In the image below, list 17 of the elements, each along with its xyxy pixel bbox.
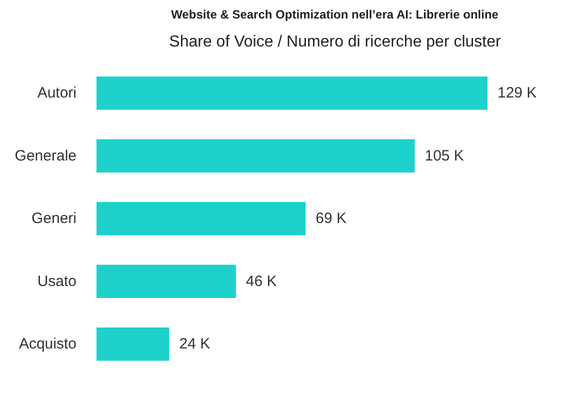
bar <box>96 328 170 361</box>
bar <box>96 264 236 298</box>
y-tick-label: Generale <box>14 147 77 164</box>
bar <box>96 202 306 236</box>
chart-title: Website & Search Optimization nell’era AI: Librerie online <box>171 8 499 22</box>
data-label: 129 K <box>497 84 537 102</box>
data-label: 69 K <box>316 210 346 228</box>
data-label: 24 K <box>179 336 210 353</box>
data-label: 46 K <box>246 272 277 290</box>
data-label: 105 K <box>424 147 464 164</box>
y-tick-label: Usato <box>37 272 77 290</box>
y-tick-label: Autori <box>37 84 77 102</box>
bar <box>96 139 415 173</box>
y-tick-label: Generi <box>31 210 77 228</box>
y-tick-label: Acquisto <box>18 336 77 353</box>
bar <box>96 76 488 110</box>
chart-subtitle: Share of Voice / Numero di ricerche per cluster <box>169 34 502 50</box>
